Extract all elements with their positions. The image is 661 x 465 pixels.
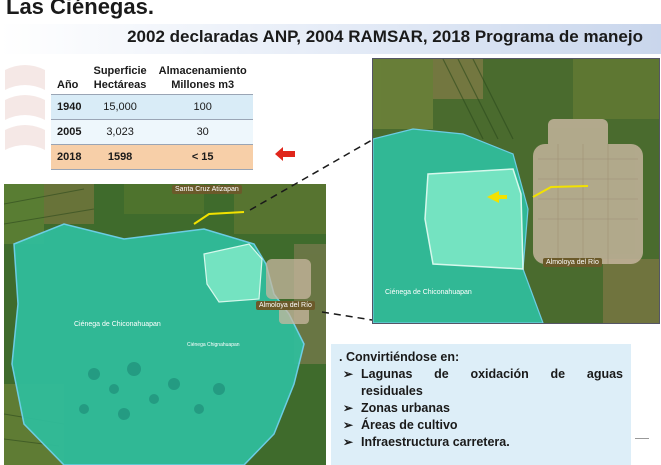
list-item: ➢ Zonas urbanas [343,401,450,415]
cell-storage: 100 [152,94,253,120]
consequences-heading: . Convirtiéndose en: [339,350,460,364]
cell-storage: < 15 [152,144,253,170]
table-row: 1940 15,000 100 [51,94,253,120]
map-label-santa-cruz: Santa Cruz Atizapan [172,185,242,194]
list-item: ➢ Lagunas de oxidación de aguas residuale… [343,367,623,398]
chevron-right-icon: ➢ [343,401,354,415]
header-storage: Almacenamiento Millones m3 [152,62,253,95]
header-year: Año [51,62,88,95]
consequences-box: . Convirtiéndose en: ➢ Lagunas de oxidaci… [331,344,631,465]
watermark-ornament [5,65,45,150]
table-row: 2005 3,023 30 [51,119,253,145]
cell-year: 1940 [51,94,88,120]
header-surface: Superficie Hectáreas [87,62,153,95]
consequences-list: ➢ Lagunas de oxidación de aguas residuale… [339,366,623,451]
cell-year: 2018 [51,144,88,170]
map-label-wetland-right: Ciénega de Chiconahuapan [385,289,472,296]
map-label-almoloya-left: Almoloya del Río [256,301,315,310]
satellite-map-overview: Santa Cruz Atizapan Almoloya del Río Cié… [4,184,326,465]
map-label-small: Ciénega Chignahuapan [187,342,240,348]
divider [635,438,649,439]
cell-surface: 15,000 [87,94,153,120]
chevron-right-icon: ➢ [343,435,354,449]
map-label-wetland-left: Ciénega de Chiconahuapan [74,321,161,328]
cell-year: 2005 [51,119,88,145]
chevron-right-icon: ➢ [343,367,354,381]
chevron-right-icon: ➢ [343,418,354,432]
list-item: ➢ Áreas de cultivo [343,418,458,432]
list-item: ➢ Infraestructura carretera. [343,435,510,449]
cell-surface: 3,023 [87,119,153,145]
slide-title: Las Ciénegas. [6,0,154,19]
map-label-almoloya-right: Almoloya del Río [543,258,602,267]
cell-storage: 30 [152,119,253,145]
cell-surface: 1598 [87,144,153,170]
red-arrow-icon [275,147,295,161]
slide-subtitle: 2002 declaradas ANP, 2004 RAMSAR, 2018 P… [127,27,643,46]
table-row-highlighted: 2018 1598 < 15 [51,144,253,170]
subtitle-bar [0,24,661,54]
satellite-map-detail: Almoloya del Río Ciénega de Chiconahuapa… [372,58,660,324]
table-header-row: Año Superficie Hectáreas Almacenamiento Mi… [51,62,253,95]
data-table: Año Superficie Hectáreas Almacenamiento Mi… [51,62,253,170]
